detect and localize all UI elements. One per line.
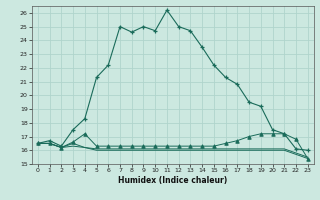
- X-axis label: Humidex (Indice chaleur): Humidex (Indice chaleur): [118, 176, 228, 185]
